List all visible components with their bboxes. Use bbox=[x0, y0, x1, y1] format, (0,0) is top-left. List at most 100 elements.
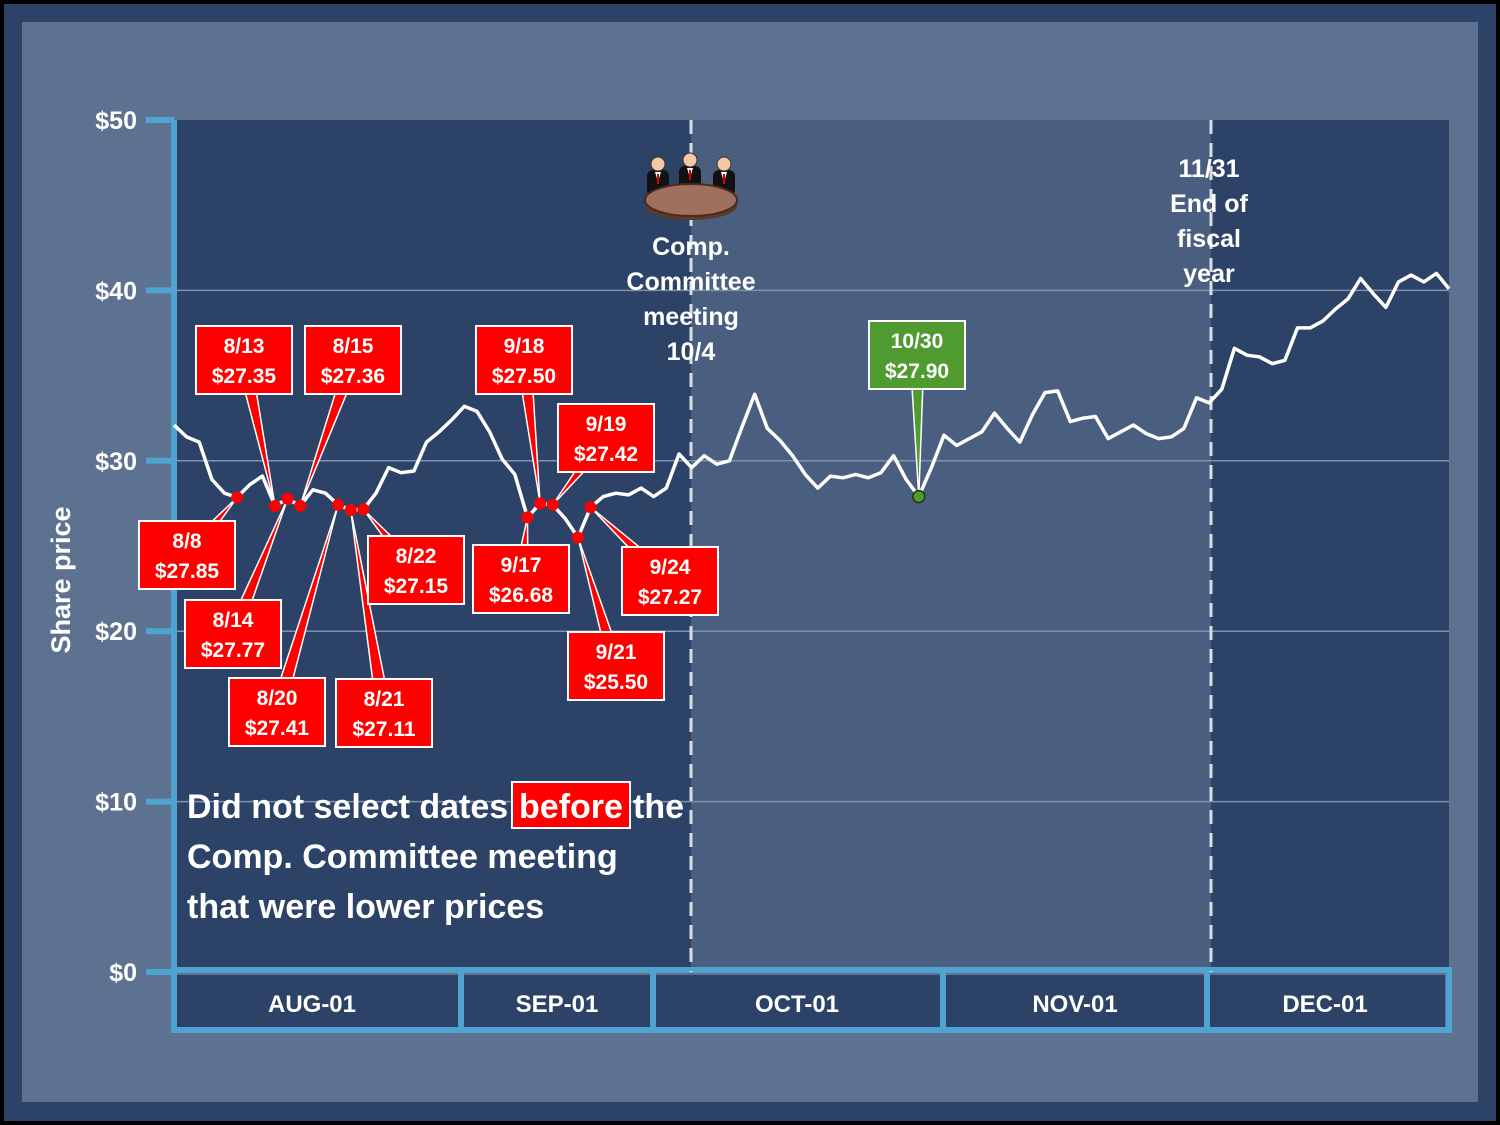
callout-9-24: 9/24 $27.27 bbox=[590, 506, 719, 616]
gridlines bbox=[174, 289, 1449, 803]
callout-8-21: 8/21 $27.11 bbox=[335, 509, 433, 748]
post-fiscal-region bbox=[1211, 120, 1449, 972]
callout-8-8: 8/8 $27.85 bbox=[138, 496, 238, 590]
highlight-box bbox=[511, 781, 631, 829]
meeting-text-line: meeting bbox=[643, 303, 739, 331]
callout-price: $27.85 bbox=[155, 560, 220, 583]
y-tick-label: $0 bbox=[109, 959, 137, 987]
callout-price: $27.35 bbox=[212, 365, 277, 388]
meeting-text-line: Committee bbox=[626, 268, 755, 296]
fiscal-year-annotation: 11/31 End of fiscal year bbox=[1170, 155, 1248, 288]
message-line1-highlight: before bbox=[519, 788, 623, 826]
month-box-dec bbox=[1210, 975, 1445, 1027]
y-tick-label: $20 bbox=[95, 618, 137, 646]
message-line1-post: the bbox=[633, 788, 684, 826]
callout-price: $27.42 bbox=[574, 443, 638, 466]
meeting-to-fiscal-region bbox=[691, 120, 1211, 972]
y-tick-label: $40 bbox=[95, 277, 137, 305]
data-point-marker bbox=[521, 511, 534, 524]
callout-9-17: 9/17 $26.68 bbox=[472, 517, 570, 614]
callout-price: $27.50 bbox=[492, 365, 556, 388]
data-point-marker bbox=[294, 499, 307, 512]
month-label-oct: OCT-01 bbox=[755, 991, 839, 1018]
meeting-text-line: Comp. bbox=[652, 233, 730, 261]
message-annotation: Did not select dates before the Comp. Co… bbox=[187, 781, 684, 926]
month-label-aug: AUG-01 bbox=[268, 991, 356, 1018]
callout-price: $27.11 bbox=[352, 718, 415, 741]
callout-price: $27.90 bbox=[885, 360, 949, 383]
message-line2: Comp. Committee meeting bbox=[187, 838, 618, 876]
data-point-marker bbox=[571, 531, 584, 544]
callout-9-19: 9/19 $27.42 bbox=[552, 403, 655, 506]
callout-box-fill bbox=[559, 405, 653, 471]
callout-box-fill bbox=[230, 679, 324, 745]
callout-8-22: 8/22 $27.15 bbox=[362, 508, 465, 605]
callout-9-21: 9/21 $25.50 bbox=[567, 537, 665, 701]
data-point-marker bbox=[281, 492, 294, 505]
data-point-marker bbox=[344, 504, 357, 517]
callout-date: 8/14 bbox=[213, 609, 254, 632]
callout-date: 8/21 bbox=[364, 688, 405, 711]
meeting-annotation: Comp. Committee meeting 10/4 bbox=[626, 233, 755, 366]
callout-date: 8/13 bbox=[224, 335, 265, 358]
callout-price: $25.50 bbox=[584, 671, 648, 694]
callout-box-fill bbox=[306, 327, 400, 393]
callout-box-fill bbox=[870, 322, 964, 388]
callout-10-30: 10/30 $27.90 bbox=[868, 320, 966, 497]
fiscal-text-line: year bbox=[1183, 260, 1235, 288]
y-axis-label: Share price bbox=[46, 506, 76, 653]
callout-price: $27.36 bbox=[321, 365, 385, 388]
callout-date: 9/17 bbox=[501, 554, 542, 577]
callout-price: $27.41 bbox=[245, 717, 310, 740]
callout-box-fill bbox=[140, 522, 234, 588]
month-box-sep bbox=[464, 975, 650, 1027]
y-tick-label: $50 bbox=[95, 107, 137, 135]
month-axis-frame bbox=[171, 967, 1452, 1033]
data-point-marker bbox=[332, 498, 345, 511]
data-point-marker bbox=[546, 498, 559, 511]
callout-box-fill bbox=[186, 601, 280, 667]
callout-date: 10/30 bbox=[891, 330, 944, 353]
callout-8-14: 8/14 $27.77 bbox=[184, 498, 289, 669]
month-axis: AUG-01 SEP-01 OCT-01 NOV-01 DEC-01 bbox=[171, 967, 1452, 1033]
callout-date: 9/24 bbox=[650, 556, 691, 579]
month-box-oct bbox=[656, 975, 940, 1027]
meeting-text-line: 10/4 bbox=[667, 338, 716, 366]
committee-meeting-icon bbox=[644, 152, 738, 220]
callout-box-fill bbox=[477, 327, 571, 393]
callout-price: $27.27 bbox=[638, 586, 702, 609]
callout-price: $27.15 bbox=[384, 575, 449, 598]
data-point-marker bbox=[268, 499, 281, 512]
callout-price: $26.68 bbox=[489, 584, 554, 607]
y-axis-ticks: $0 $10 $20 $30 $40 $50 bbox=[95, 107, 174, 987]
data-point-marker bbox=[231, 491, 244, 504]
date-callouts: 8/8$27.858/13$27.358/14$27.778/15$27.368… bbox=[138, 320, 966, 748]
message-line3: that were lower prices bbox=[187, 888, 544, 926]
month-label-dec: DEC-01 bbox=[1282, 991, 1367, 1018]
callout-date: 8/8 bbox=[172, 530, 202, 553]
callout-box-fill bbox=[337, 680, 431, 746]
share-price-line bbox=[172, 271, 1451, 540]
fiscal-text-line: fiscal bbox=[1177, 225, 1241, 253]
callout-8-15: 8/15 $27.36 bbox=[299, 325, 402, 507]
callout-8-13: 8/13 $27.35 bbox=[195, 325, 293, 507]
callout-date: 8/22 bbox=[396, 545, 437, 568]
data-point-marker bbox=[584, 501, 597, 514]
month-box-aug bbox=[177, 975, 458, 1027]
callout-date: 9/21 bbox=[596, 641, 637, 664]
callout-9-18: 9/18 $27.50 bbox=[475, 325, 573, 504]
fiscal-text-line: End of bbox=[1170, 190, 1248, 218]
fiscal-text-line: 11/31 bbox=[1178, 155, 1239, 183]
data-point-marker bbox=[534, 497, 547, 510]
y-tick-label: $30 bbox=[95, 448, 137, 476]
callout-box-fill bbox=[197, 327, 291, 393]
month-label-nov: NOV-01 bbox=[1032, 991, 1117, 1018]
message-line1-pre: Did not select dates bbox=[187, 788, 508, 826]
callout-box-fill bbox=[474, 546, 568, 612]
callout-date: 8/15 bbox=[333, 335, 374, 358]
callout-8-20: 8/20 $27.41 bbox=[228, 504, 339, 747]
callout-price: $27.77 bbox=[201, 639, 265, 662]
y-tick-label: $10 bbox=[95, 789, 137, 817]
callout-date: 9/19 bbox=[586, 413, 627, 436]
